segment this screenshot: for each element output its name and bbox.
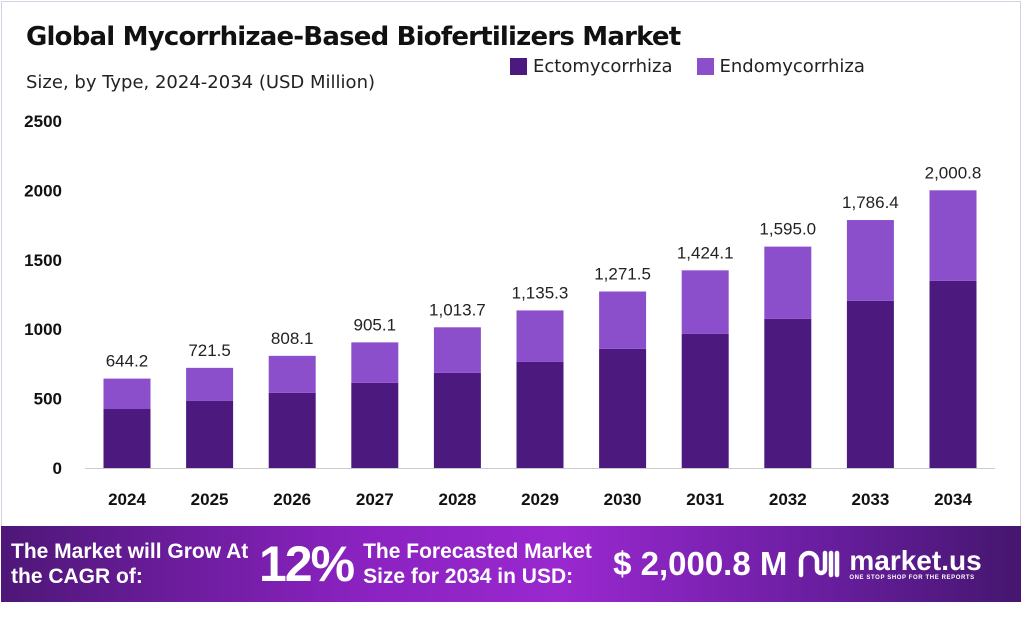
data-label-total: 1,424.1 bbox=[677, 243, 734, 262]
bar-ectomycorrhiza-2026 bbox=[268, 392, 316, 468]
x-tick-label: 2029 bbox=[521, 490, 559, 509]
bar-ectomycorrhiza-2027 bbox=[351, 382, 399, 468]
x-tick-label: 2033 bbox=[851, 490, 889, 509]
x-tick-label: 2027 bbox=[356, 490, 394, 509]
legend: Ectomycorrhiza Endomycorrhiza bbox=[510, 56, 865, 77]
forecast-value: $ 2,000.8 M bbox=[613, 545, 788, 582]
y-tick-label: 500 bbox=[34, 390, 62, 409]
legend-item-endomycorrhiza: Endomycorrhiza bbox=[696, 56, 865, 77]
data-label-total: 905.1 bbox=[354, 315, 397, 334]
bar-endomycorrhiza-2025 bbox=[186, 367, 234, 401]
bar-endomycorrhiza-2032 bbox=[764, 246, 812, 319]
bar-ectomycorrhiza-2024 bbox=[103, 409, 151, 468]
bar-endomycorrhiza-2034 bbox=[929, 190, 977, 281]
data-label-total: 1,786.4 bbox=[842, 193, 899, 212]
y-tick-label: 2500 bbox=[24, 112, 62, 131]
data-label-total: 644.2 bbox=[106, 352, 149, 371]
market-us-logo-icon bbox=[799, 550, 840, 578]
bar-ectomycorrhiza-2034 bbox=[929, 280, 977, 468]
x-tick-label: 2031 bbox=[686, 490, 724, 509]
data-label-total: 808.1 bbox=[271, 329, 314, 348]
bar-endomycorrhiza-2024 bbox=[103, 378, 151, 410]
footer-banner: The Market will Grow At the CAGR of: 12%… bbox=[1, 526, 1021, 602]
data-label-total: 721.5 bbox=[188, 341, 231, 360]
x-tick-label: 2024 bbox=[108, 490, 146, 509]
bar-ectomycorrhiza-2032 bbox=[764, 318, 812, 468]
bar-endomycorrhiza-2028 bbox=[433, 327, 481, 373]
logo-tagline: ONE STOP SHOP FOR THE REPORTS bbox=[849, 575, 975, 581]
bar-ectomycorrhiza-2030 bbox=[599, 348, 647, 468]
data-label-total: 1,595.0 bbox=[759, 220, 816, 239]
bar-ectomycorrhiza-2025 bbox=[186, 400, 234, 468]
market-us-logo: market.us ONE STOP SHOP FOR THE REPORTS bbox=[797, 545, 982, 581]
legend-swatch bbox=[696, 58, 714, 75]
bar-chart: 0 500 1000 1500 2000 2500 644.2 2024 721.5 2025 80… bbox=[24, 112, 995, 509]
x-tick-label: 2032 bbox=[769, 490, 807, 509]
data-label-total: 1,013.7 bbox=[429, 300, 486, 319]
bar-endomycorrhiza-2033 bbox=[846, 220, 894, 301]
bar-endomycorrhiza-2026 bbox=[268, 355, 316, 393]
data-label-total: 1,271.5 bbox=[594, 265, 651, 284]
y-tick-label: 2000 bbox=[24, 181, 62, 200]
bar-ectomycorrhiza-2031 bbox=[681, 333, 729, 468]
chart-subtitle: Size, by Type, 2024-2034 (USD Million) bbox=[26, 72, 375, 93]
x-tick-label: 2025 bbox=[191, 490, 229, 509]
bar-endomycorrhiza-2031 bbox=[681, 270, 729, 334]
legend-label: Ectomycorrhiza bbox=[533, 56, 673, 77]
chart-title: Global Mycorrhizae-Based Biofertilizers … bbox=[26, 22, 681, 52]
y-tick-label: 1500 bbox=[24, 251, 62, 270]
legend-label: Endomycorrhiza bbox=[719, 56, 865, 77]
y-tick-label: 0 bbox=[53, 459, 62, 478]
bar-ectomycorrhiza-2028 bbox=[433, 372, 481, 468]
x-tick-label: 2030 bbox=[604, 490, 642, 509]
x-tick-label: 2034 bbox=[934, 490, 972, 509]
legend-swatch bbox=[510, 58, 527, 75]
data-label-total: 2,000.8 bbox=[925, 163, 982, 182]
bar-endomycorrhiza-2029 bbox=[516, 310, 564, 362]
bar-ectomycorrhiza-2029 bbox=[516, 361, 564, 468]
data-label-total: 1,135.3 bbox=[512, 283, 569, 302]
legend-item-ectomycorrhiza: Ectomycorrhiza bbox=[510, 56, 673, 77]
cagr-label: The Market will Grow At the CAGR of: bbox=[11, 540, 249, 588]
bar-ectomycorrhiza-2033 bbox=[846, 300, 894, 468]
cagr-value: 12% bbox=[259, 536, 355, 592]
bar-endomycorrhiza-2030 bbox=[599, 291, 647, 349]
forecast-label: The Forecasted Market Size for 2034 in U… bbox=[363, 540, 592, 588]
x-tick-label: 2028 bbox=[438, 490, 476, 509]
y-tick-label: 1000 bbox=[24, 320, 62, 339]
bar-endomycorrhiza-2027 bbox=[351, 342, 399, 383]
x-tick-label: 2026 bbox=[273, 490, 311, 509]
logo-name: market.us bbox=[849, 545, 982, 576]
